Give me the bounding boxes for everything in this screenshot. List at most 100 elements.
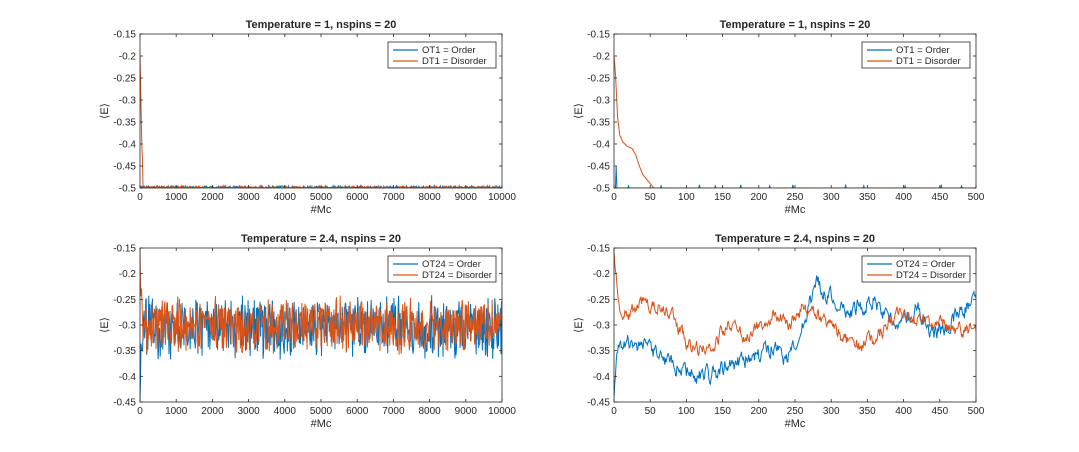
x-tick-label: 50 xyxy=(645,406,657,417)
chart-title: Temperature = 2.4, nspins = 20 xyxy=(241,233,401,245)
y-tick-label: -0.3 xyxy=(593,321,611,332)
y-tick-label: -0.15 xyxy=(587,30,610,41)
subplot-4: 0 50 100 150 200 250 300 350 400 450 500 -0.45 -0.4 -… xyxy=(573,233,985,430)
x-tick-label: 8000 xyxy=(418,406,441,417)
chart-title: Temperature = 1, nspins = 20 xyxy=(246,19,397,31)
legend-entry: DT1 = Disorder xyxy=(422,56,487,67)
y-tick-label: -0.4 xyxy=(593,140,611,151)
chart-title: Temperature = 1, nspins = 20 xyxy=(720,19,871,31)
x-tick-label: 200 xyxy=(750,192,767,203)
x-tick-label: 4000 xyxy=(274,192,297,203)
y-tick-label: -0.4 xyxy=(119,372,137,383)
x-axis-label: #Mc xyxy=(311,418,332,430)
subplot-3: 0 1000 2000 3000 4000 5000 6000 7000 8000 9000 100… xyxy=(99,233,516,430)
legend-box xyxy=(861,255,971,283)
y-axis-label: ⟨E⟩ xyxy=(99,103,111,119)
x-tick-label: 0 xyxy=(611,406,617,417)
y-tick-label: -0.25 xyxy=(113,74,136,85)
y-tick-label: -0.3 xyxy=(119,96,137,107)
y-tick-label: -0.15 xyxy=(113,244,136,255)
x-tick-label: 100 xyxy=(678,192,695,203)
legend-entry: OT1 = Order xyxy=(422,45,476,56)
y-tick-label: -0.4 xyxy=(119,140,137,151)
x-tick-label: 300 xyxy=(823,406,840,417)
x-tick-label: 50 xyxy=(645,192,657,203)
x-tick-label: 250 xyxy=(787,406,804,417)
series-line-disorder xyxy=(614,250,976,357)
x-tick-label: 450 xyxy=(931,406,948,417)
x-tick-label: 9000 xyxy=(455,192,478,203)
x-tick-label: 400 xyxy=(895,192,912,203)
y-tick-label: -0.5 xyxy=(593,184,611,195)
legend-entry: OT24 = Order xyxy=(896,259,955,270)
legend-entry: DT24 = Disorder xyxy=(422,270,492,281)
x-tick-label: 7000 xyxy=(382,406,405,417)
legend-box xyxy=(387,41,497,69)
subplot-2: 0 50 100 150 200 250 300 350 400 450 500 -0.5 -0.45 -… xyxy=(573,19,985,216)
x-tick-label: 450 xyxy=(931,192,948,203)
y-axis-label: ⟨E⟩ xyxy=(573,103,585,119)
x-tick-label: 200 xyxy=(750,406,767,417)
y-axis-label: ⟨E⟩ xyxy=(99,317,111,333)
x-tick-label: 100 xyxy=(678,406,695,417)
y-tick-label: -0.45 xyxy=(113,162,136,173)
x-axis-label: #Mc xyxy=(785,418,806,430)
legend-entry: OT24 = Order xyxy=(422,259,481,270)
y-tick-label: -0.35 xyxy=(113,118,136,129)
y-tick-label: -0.45 xyxy=(587,398,610,409)
x-tick-label: 500 xyxy=(968,406,985,417)
y-tick-label: -0.2 xyxy=(119,269,137,280)
x-tick-label: 9000 xyxy=(455,406,478,417)
x-tick-label: 10000 xyxy=(488,406,516,417)
legend-box xyxy=(861,41,971,69)
x-tick-label: 350 xyxy=(859,192,876,203)
legend-entry: OT1 = Order xyxy=(896,45,950,56)
y-tick-label: -0.2 xyxy=(593,52,611,63)
chart-title: Temperature = 2.4, nspins = 20 xyxy=(715,233,875,245)
x-tick-label: 6000 xyxy=(346,192,369,203)
x-tick-label: 150 xyxy=(714,192,731,203)
x-tick-label: 0 xyxy=(137,406,143,417)
y-tick-label: -0.2 xyxy=(119,52,137,63)
y-tick-label: -0.2 xyxy=(593,269,611,280)
x-tick-label: 1000 xyxy=(165,192,188,203)
y-tick-label: -0.25 xyxy=(587,295,610,306)
x-tick-label: 8000 xyxy=(418,192,441,203)
y-tick-label: -0.25 xyxy=(587,74,610,85)
x-axis-label: #Mc xyxy=(311,204,332,216)
x-tick-label: 2000 xyxy=(201,406,224,417)
y-tick-label: -0.5 xyxy=(119,184,137,195)
y-tick-label: -0.3 xyxy=(593,96,611,107)
y-tick-label: -0.15 xyxy=(587,244,610,255)
x-tick-label: 3000 xyxy=(237,406,260,417)
x-tick-label: 150 xyxy=(714,406,731,417)
x-tick-label: 3000 xyxy=(237,192,260,203)
x-tick-label: 0 xyxy=(611,192,617,203)
x-tick-label: 300 xyxy=(823,192,840,203)
x-tick-label: 0 xyxy=(137,192,143,203)
x-tick-label: 2000 xyxy=(201,192,224,203)
subplot-1: 0 1000 2000 3000 4000 5000 6000 7000 8000 9000 100… xyxy=(99,19,516,216)
x-tick-label: 6000 xyxy=(346,406,369,417)
series-line-order xyxy=(614,275,976,398)
y-tick-label: -0.45 xyxy=(113,398,136,409)
x-tick-label: 4000 xyxy=(274,406,297,417)
x-tick-label: 5000 xyxy=(310,406,333,417)
x-tick-label: 500 xyxy=(968,192,985,203)
y-tick-label: -0.45 xyxy=(587,162,610,173)
y-tick-label: -0.15 xyxy=(113,30,136,41)
x-tick-label: 7000 xyxy=(382,192,405,203)
y-tick-label: -0.4 xyxy=(593,372,611,383)
y-tick-label: -0.25 xyxy=(113,295,136,306)
x-axis-label: #Mc xyxy=(785,204,806,216)
series-line-disorder xyxy=(140,249,502,355)
legend-entry: DT24 = Disorder xyxy=(896,270,966,281)
y-tick-label: -0.3 xyxy=(119,321,137,332)
legend-box xyxy=(387,255,497,283)
x-tick-label: 400 xyxy=(895,406,912,417)
